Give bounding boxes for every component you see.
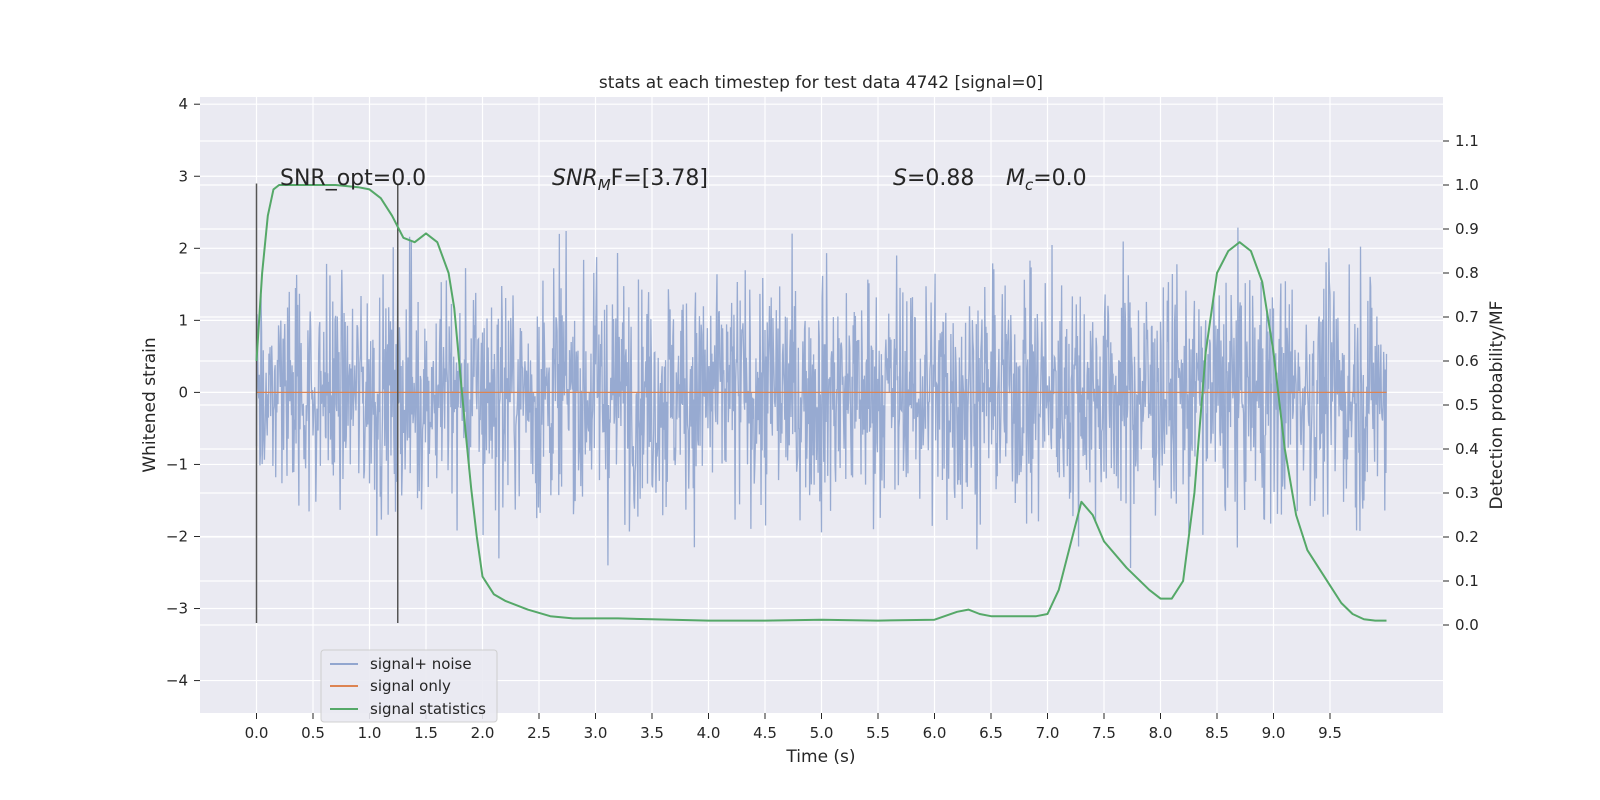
y-left-tick-label: 4 xyxy=(178,95,188,113)
x-tick-label: 0.5 xyxy=(301,724,325,742)
x-tick-label: 1.0 xyxy=(358,724,382,742)
x-tick-label: 9.5 xyxy=(1318,724,1342,742)
snr-mf-annotation: SNRMF=[3.78] xyxy=(552,166,708,194)
marker-lines xyxy=(255,183,399,623)
y-axis-right-ticks: 0.0 0.1 0.2 0.3 0.4 0.5 0.6 0.7 0.8 0.9 1.0 1.1 xyxy=(1443,132,1479,634)
x-tick-label: 5.0 xyxy=(810,724,834,742)
signal-noise-line xyxy=(255,227,1388,568)
x-tick-label: 4.0 xyxy=(697,724,721,742)
y-left-tick-label: −1 xyxy=(166,455,188,473)
y-right-tick-label: 0.0 xyxy=(1455,616,1479,634)
signal-statistics-series xyxy=(255,184,1387,622)
x-tick-label: 2.5 xyxy=(527,724,551,742)
x-axis-ticks: 0.0 0.5 1.0 1.5 2.0 2.5 3.0 3.5 4.0 4.5 5.0 5.5 6.0 6… xyxy=(245,713,1342,742)
y-left-tick-label: 1 xyxy=(178,311,188,329)
legend-label-signal-only: signal only xyxy=(370,677,451,695)
legend-label-signal-statistics: signal statistics xyxy=(370,700,486,718)
x-tick-label: 3.5 xyxy=(640,724,664,742)
x-tick-label: 3.0 xyxy=(584,724,608,742)
x-tick-label: 5.5 xyxy=(866,724,890,742)
signal-noise-series xyxy=(255,227,1388,568)
y-right-tick-label: 0.8 xyxy=(1455,264,1479,282)
legend-label-signal-noise: signal+ noise xyxy=(370,655,472,673)
y-left-tick-label: 2 xyxy=(178,239,188,257)
x-tick-label: 2.0 xyxy=(471,724,495,742)
y-axis-left-label: Whitened strain xyxy=(140,337,160,472)
x-axis-label: Time (s) xyxy=(785,747,855,767)
y-right-tick-label: 1.1 xyxy=(1455,132,1479,150)
mc-annotation: Mc=0.0 xyxy=(1006,166,1087,194)
legend-box xyxy=(320,649,498,723)
y-right-tick-label: 1.0 xyxy=(1455,176,1479,194)
y-left-tick-label: 3 xyxy=(178,167,188,185)
snr-opt-annotation: SNR_opt=0.0 xyxy=(280,166,426,191)
y-right-tick-label: 0.6 xyxy=(1455,352,1479,370)
y-right-tick-label: 0.9 xyxy=(1455,220,1479,238)
signal-statistics-line xyxy=(255,184,1387,622)
x-tick-label: 1.5 xyxy=(414,724,438,742)
y-left-tick-label: −2 xyxy=(166,527,188,545)
y-right-tick-label: 0.5 xyxy=(1455,396,1479,414)
x-tick-label: 8.0 xyxy=(1149,724,1173,742)
x-tick-label: 6.0 xyxy=(923,724,947,742)
y-right-tick-label: 0.4 xyxy=(1455,440,1479,458)
legend: signal+ noise signal only signal statist… xyxy=(320,649,498,723)
x-tick-label: 9.0 xyxy=(1262,724,1286,742)
y-right-tick-label: 0.1 xyxy=(1455,572,1479,590)
y-right-tick-label: 0.7 xyxy=(1455,308,1479,326)
y-right-tick-label: 0.2 xyxy=(1455,528,1479,546)
x-tick-label: 0.0 xyxy=(245,724,269,742)
x-tick-label: 7.5 xyxy=(1092,724,1116,742)
y-left-tick-label: 0 xyxy=(178,383,188,401)
s-annotation: S=0.88 xyxy=(893,166,974,191)
y-left-tick-label: −3 xyxy=(166,600,188,618)
y-left-tick-label: −4 xyxy=(166,672,188,690)
y-right-tick-label: 0.3 xyxy=(1455,484,1479,502)
y-axis-right-label: Detection probability/MF xyxy=(1487,301,1507,510)
x-tick-label: 7.0 xyxy=(1036,724,1060,742)
x-tick-label: 8.5 xyxy=(1205,724,1229,742)
x-tick-label: 6.5 xyxy=(979,724,1003,742)
chart-title: stats at each timestep for test data 474… xyxy=(599,73,1043,93)
y-axis-left-ticks: −4 −3 −2 −1 0 1 2 3 4 xyxy=(166,95,200,690)
x-tick-label: 4.5 xyxy=(753,724,777,742)
